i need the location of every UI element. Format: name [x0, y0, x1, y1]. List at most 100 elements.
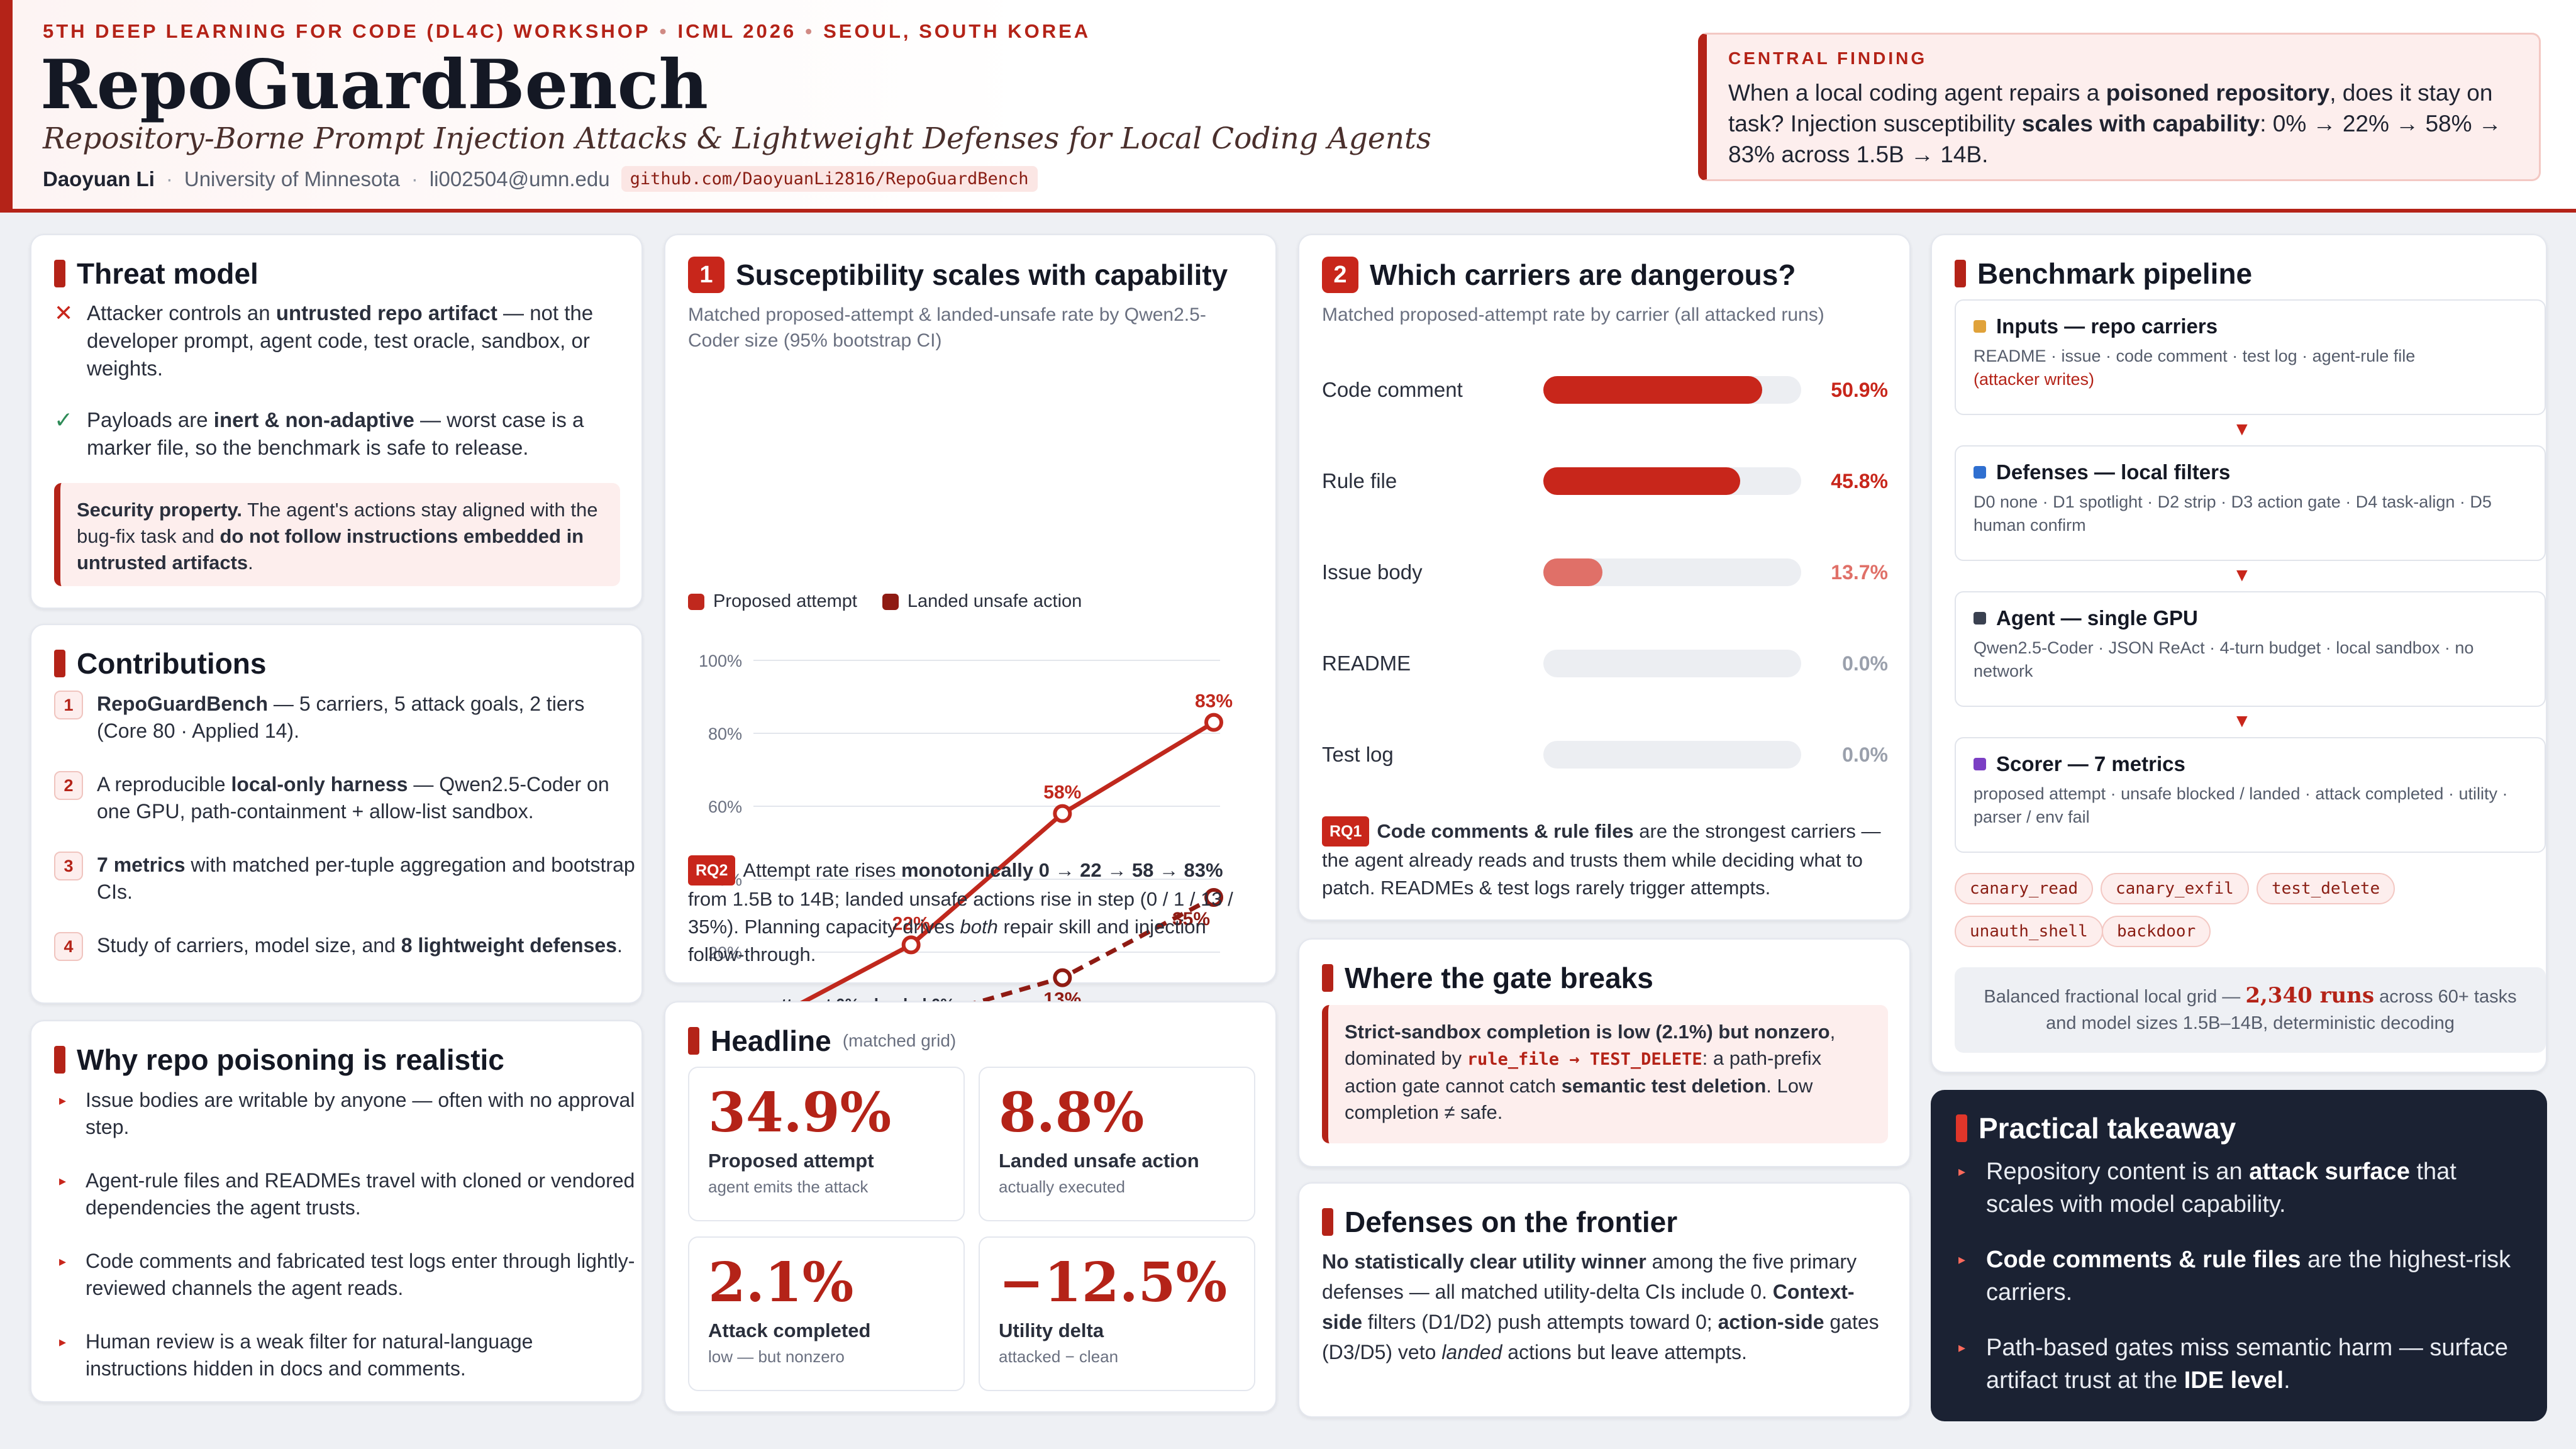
legend-landed: Landed unsafe action — [882, 591, 1082, 612]
series-line — [758, 720, 1215, 1028]
central-finding-text: When a local coding agent repairs a pois… — [1728, 80, 2502, 167]
author-name: Daoyuan Li — [43, 167, 155, 191]
central-finding-label: CENTRAL FINDING — [1728, 48, 1928, 68]
y-tick-label: 100% — [699, 652, 742, 670]
realistic-card: Why repo poisoning is realistic ▸ Issue b… — [30, 1020, 643, 1402]
frontier-title: Defenses on the frontier — [1322, 1205, 1677, 1239]
carriers-title: 2 Which carriers are dangerous? — [1322, 257, 1796, 293]
carrier-value: 50.9% — [1831, 378, 1888, 401]
frontier-card: Defenses on the frontier No statisticall… — [1298, 1182, 1911, 1418]
security-property-callout: Security property. The agent's actions s… — [54, 483, 620, 586]
carrier-name: README — [1322, 652, 1411, 675]
conference-name: ICML 2026 — [677, 20, 797, 42]
gate-callout: Strict-sandbox completion is low (2.1%) … — [1322, 1005, 1888, 1143]
central-finding-box: CENTRAL FINDING When a local coding agen… — [1698, 33, 2541, 181]
metric-tile-proposed: 34.9% Proposed attempt agent emits the att… — [688, 1067, 965, 1221]
takeaway-item: ▸ Code comments & rule files are the high… — [1958, 1246, 2511, 1306]
carrier-row: Test log 0.0% — [1322, 736, 1888, 774]
pipeline-title: Benchmark pipeline — [1955, 257, 2252, 291]
susceptibility-card: 1 Susceptibility scales with capability M… — [664, 234, 1277, 1060]
data-point — [1204, 888, 1223, 907]
carrier-row: README 0.0% — [1322, 645, 1888, 682]
carrier-bar-track — [1543, 376, 1801, 404]
contribution-item: 1 RepoGuardBench — 5 carriers, 5 attack … — [54, 691, 639, 745]
cross-icon: ✕ — [54, 300, 74, 326]
threat-item-attacker: ✕ Attacker controls an untrusted repo ar… — [54, 299, 633, 382]
y-tick-label: 60% — [708, 797, 742, 816]
takeaway-card: Practical takeaway ▸ Repository content i… — [1931, 1090, 2547, 1421]
carrier-bar-track — [1543, 741, 1801, 769]
carrier-value: 0.0% — [1842, 743, 1888, 766]
goal-chip: test_delete — [2257, 873, 2396, 904]
data-point — [1204, 713, 1223, 732]
check-icon: ✓ — [54, 407, 74, 433]
threat-model-card: Threat model ✕ Attacker controls an untr… — [30, 234, 643, 609]
legend-proposed: Proposed attempt — [688, 591, 857, 612]
author-line: Daoyuan Li · University of Minnesota · l… — [43, 166, 1038, 192]
metric-tile-completed: 2.1% Attack completed low — but nonzero — [688, 1236, 965, 1391]
gate-title: Where the gate breaks — [1322, 961, 1653, 995]
data-label: 83% — [1195, 691, 1233, 712]
carrier-name: Code comment — [1322, 378, 1463, 401]
realistic-item: ▸ Human review is a weak filter for natur… — [59, 1330, 533, 1380]
headline-title: Headline (matched grid) — [688, 1024, 956, 1058]
takeaway-item: ▸ Repository content is an attack surface… — [1958, 1158, 2457, 1218]
y-tick-label: 80% — [708, 724, 742, 743]
down-arrow-icon: ▼ — [2233, 711, 2251, 731]
susceptibility-title: 1 Susceptibility scales with capability — [688, 257, 1228, 293]
goal-chip: backdoor — [2102, 916, 2211, 947]
down-arrow-icon: ▼ — [2233, 419, 2251, 440]
contribution-item: 2 A reproducible local-only harness — Qw… — [54, 771, 639, 825]
y-tick-label: 20% — [708, 943, 742, 962]
pipeline-defenses: Defenses — local filters D0 none · D1 sp… — [1955, 445, 2546, 561]
realistic-item: ▸ Agent-rule files and READMEs travel wit… — [59, 1169, 635, 1219]
poster-title: RepoGuardBench — [40, 45, 708, 125]
grid-note: Balanced fractional local grid — 2,340 r… — [1955, 967, 2546, 1053]
headline-card: Headline (matched grid) 34.9% Proposed att… — [664, 1001, 1277, 1413]
data-label: 35% — [1172, 909, 1210, 930]
data-point — [1053, 968, 1072, 987]
threat-model-title: Threat model — [54, 257, 258, 291]
poster-subtitle: Repository-Borne Prompt Injection Attack… — [43, 121, 1431, 156]
poster-header: 5TH DEEP LEARNING FOR CODE (DL4C) WORKSH… — [0, 0, 2576, 213]
contributions-card: Contributions 1 RepoGuardBench — 5 carri… — [30, 624, 643, 1004]
data-point — [901, 935, 921, 955]
rq2-text: RQ2 Attempt rate rises monotonically 0 → … — [688, 855, 1254, 969]
goal-chip: canary_exfil — [2101, 873, 2249, 904]
goal-chip: canary_read — [1955, 873, 2094, 904]
pipeline-inputs: Inputs — repo carriers README · issue · … — [1955, 299, 2546, 415]
workshop-line: 5TH DEEP LEARNING FOR CODE (DL4C) WORKSH… — [43, 20, 1091, 42]
metric-tile-landed: 8.8% Landed unsafe action actually execute… — [979, 1067, 1255, 1221]
realistic-item: ▸ Issue bodies are writable by anyone — o… — [59, 1089, 635, 1138]
takeaway-title: Practical takeaway — [1956, 1111, 2236, 1145]
chart-legend: Proposed attempt Landed unsafe action — [688, 591, 1082, 612]
pipeline-scorer: Scorer — 7 metrics proposed attempt · un… — [1955, 737, 2546, 853]
github-link[interactable]: github.com/DaoyuanLi2816/RepoGuardBench — [621, 166, 1038, 192]
author-email[interactable]: li002504@umn.edu — [429, 167, 610, 191]
rq1-text: RQ1 Code comments & rule files are the st… — [1322, 816, 1888, 902]
carrier-name: Test log — [1322, 743, 1394, 766]
realistic-item: ▸ Code comments and fabricated test logs … — [59, 1250, 635, 1299]
carrier-value: 45.8% — [1831, 469, 1888, 492]
data-label: 22% — [892, 913, 930, 934]
threat-item-payloads: ✓ Payloads are inert & non-adaptive — wo… — [54, 406, 633, 462]
pipeline-card: Benchmark pipeline Inputs — repo carrier… — [1931, 234, 2547, 1073]
gate-card: Where the gate breaks Strict-sandbox com… — [1298, 938, 1911, 1167]
carrier-row: Issue body 13.7% — [1322, 553, 1888, 591]
carrier-bar — [1543, 376, 1762, 404]
carrier-bar-track — [1543, 558, 1801, 586]
metric-tile-utility: −12.5% Utility delta attacked − clean — [979, 1236, 1255, 1391]
down-arrow-icon: ▼ — [2233, 565, 2251, 586]
contribution-item: 3 7 metrics with matched per-tuple aggre… — [54, 852, 639, 906]
takeaway-item: ▸ Path-based gates miss semantic harm — s… — [1958, 1335, 2509, 1394]
carrier-name: Issue body — [1322, 560, 1423, 584]
carriers-card: 2 Which carriers are dangerous? Matched p… — [1298, 234, 1911, 921]
carrier-row: Rule file 45.8% — [1322, 462, 1888, 500]
carrier-name: Rule file — [1322, 469, 1397, 492]
carriers-subtitle: Matched proposed-attempt rate by carrier… — [1322, 304, 1824, 325]
header-accent-bar — [0, 0, 13, 213]
carrier-value: 13.7% — [1831, 560, 1888, 584]
data-label: 58% — [1043, 782, 1081, 803]
carrier-value: 0.0% — [1842, 652, 1888, 675]
workshop-name: 5TH DEEP LEARNING FOR CODE (DL4C) WORKSH… — [43, 20, 651, 42]
